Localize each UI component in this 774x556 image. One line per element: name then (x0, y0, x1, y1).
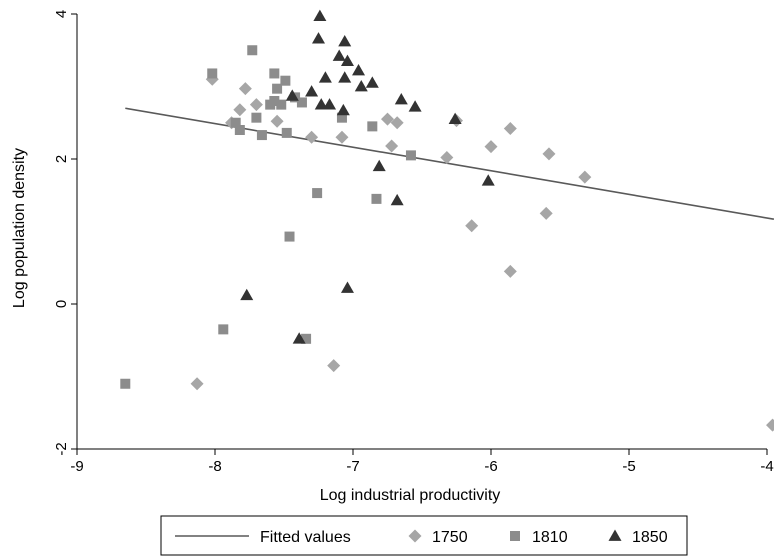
legend-marker-1750 (408, 529, 422, 543)
point-1750 (238, 82, 252, 96)
point-1850 (340, 54, 354, 66)
point-1850 (332, 49, 346, 61)
point-1850 (312, 32, 325, 44)
point-1850 (408, 100, 422, 112)
point-1850 (340, 281, 354, 293)
point-1750 (190, 377, 204, 391)
point-1750 (539, 206, 553, 220)
point-1810 (281, 127, 292, 138)
point-1750 (381, 112, 394, 126)
series-1810 (120, 45, 416, 389)
point-1750 (578, 170, 592, 184)
point-1750 (484, 140, 498, 154)
y-axis-title: Log population density (11, 148, 28, 308)
axes-layer: -9 -8 -7 -6 -5 -4 -2 0 2 4 (53, 10, 774, 475)
legend-label-1750: 1750 (432, 529, 468, 546)
point-1810 (367, 121, 378, 132)
legend-marker-1810 (510, 531, 520, 541)
point-1750 (390, 116, 404, 130)
point-1810 (284, 231, 295, 242)
y-tick-label: -2 (53, 442, 70, 455)
point-1750 (503, 264, 517, 278)
point-1810 (234, 125, 245, 135)
x-axis-title: Log industrial productivity (320, 487, 501, 504)
plot-area (77, 14, 767, 449)
point-1850 (352, 64, 366, 76)
point-1810 (276, 99, 287, 110)
point-1750 (465, 219, 479, 233)
x-tick-label: -8 (208, 458, 221, 475)
plot-background (77, 14, 767, 449)
point-1810 (269, 68, 280, 79)
point-1750 (335, 130, 349, 144)
x-tick-label: -4 (760, 458, 773, 475)
point-1750 (249, 98, 263, 112)
point-1810 (336, 112, 347, 123)
point-1750 (305, 130, 319, 144)
point-1850 (240, 288, 254, 301)
point-1850 (336, 103, 350, 116)
point-1850 (390, 193, 404, 206)
point-1850 (481, 174, 495, 186)
point-1810 (230, 117, 241, 128)
point-1850 (313, 9, 327, 22)
x-tick-label: -5 (622, 458, 635, 475)
point-1810 (247, 45, 258, 56)
point-1810 (265, 99, 276, 110)
point-1750 (385, 139, 399, 153)
x-tick-label: -6 (484, 458, 497, 475)
point-1850 (372, 159, 386, 172)
points-layer (120, 9, 774, 432)
point-1810 (207, 68, 218, 79)
point-1750 (766, 418, 774, 432)
series-1750 (190, 72, 774, 432)
series-1850 (240, 9, 495, 344)
point-1810 (251, 112, 262, 123)
legend-marker-1850 (608, 529, 622, 541)
legend-label-fitted-values: Fitted values (260, 529, 351, 546)
x-tick-label: -7 (346, 458, 359, 475)
point-1810 (218, 324, 229, 335)
point-1850 (285, 89, 299, 101)
y-tick-label: 0 (53, 300, 70, 308)
legend-swatch-1810 (510, 531, 520, 541)
point-1750 (233, 103, 247, 117)
point-1850 (292, 332, 306, 344)
point-1850 (365, 76, 379, 88)
point-1750 (440, 151, 454, 165)
point-1810 (280, 75, 291, 86)
point-1850 (323, 98, 337, 110)
point-1850 (318, 71, 332, 83)
x-tick-label: -9 (70, 458, 83, 475)
point-1750 (327, 359, 341, 373)
point-1810 (301, 333, 312, 344)
point-1810 (312, 188, 323, 199)
point-1810 (272, 83, 283, 94)
point-1750 (270, 114, 284, 128)
point-1810 (256, 130, 267, 141)
legend: Fitted values 1750 1810 1850 (160, 515, 688, 556)
point-1810 (120, 378, 131, 389)
point-1810 (405, 150, 416, 161)
point-1850 (338, 71, 352, 83)
point-1750 (503, 122, 517, 136)
point-1850 (448, 112, 462, 124)
y-tick-label: 4 (53, 10, 70, 18)
point-1850 (354, 80, 368, 92)
point-1810 (371, 193, 382, 204)
point-1750 (542, 147, 556, 161)
legend-label-1810: 1810 (532, 529, 568, 546)
point-1850 (314, 98, 328, 110)
point-1850 (394, 93, 408, 105)
point-1850 (305, 85, 319, 97)
legend-swatch-1850 (608, 529, 622, 541)
point-1810 (296, 97, 307, 108)
legend-label-1850: 1850 (632, 529, 668, 546)
y-tick-label: 2 (53, 155, 70, 163)
legend-swatch-1750 (408, 529, 422, 543)
point-1850 (338, 35, 352, 47)
